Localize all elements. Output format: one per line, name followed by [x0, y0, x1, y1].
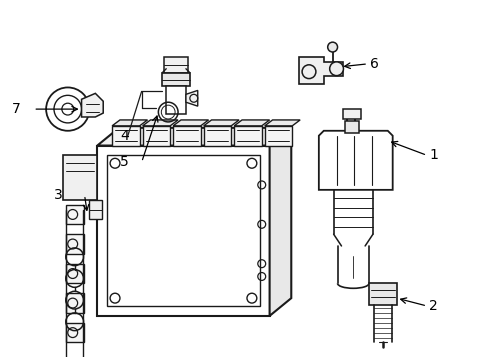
Polygon shape: [98, 128, 291, 145]
Polygon shape: [270, 128, 291, 316]
Polygon shape: [265, 120, 300, 126]
Text: 2: 2: [429, 299, 438, 313]
Text: 6: 6: [370, 57, 379, 71]
Polygon shape: [173, 120, 209, 126]
Polygon shape: [204, 120, 239, 126]
Bar: [164, 57, 188, 73]
Text: 1: 1: [429, 148, 438, 162]
Polygon shape: [143, 120, 178, 126]
Text: 5: 5: [120, 155, 129, 169]
Polygon shape: [66, 293, 83, 313]
Text: 7: 7: [12, 102, 21, 116]
Polygon shape: [112, 126, 140, 145]
Polygon shape: [265, 126, 292, 145]
Bar: [162, 73, 190, 86]
Circle shape: [46, 87, 90, 131]
Text: 4: 4: [120, 129, 129, 143]
Polygon shape: [66, 323, 83, 342]
Circle shape: [328, 42, 338, 52]
Polygon shape: [204, 126, 231, 145]
Polygon shape: [66, 264, 83, 283]
Polygon shape: [63, 156, 98, 200]
Bar: [345, 121, 359, 133]
Polygon shape: [299, 57, 343, 84]
Circle shape: [330, 62, 343, 76]
Polygon shape: [112, 120, 147, 126]
Polygon shape: [173, 126, 201, 145]
Text: 3: 3: [54, 188, 63, 202]
Polygon shape: [66, 234, 83, 254]
Bar: [166, 86, 186, 114]
Polygon shape: [90, 200, 102, 219]
Polygon shape: [234, 120, 270, 126]
Polygon shape: [186, 90, 198, 106]
Bar: [107, 156, 260, 306]
Polygon shape: [234, 126, 262, 145]
Bar: [343, 109, 361, 119]
Polygon shape: [81, 93, 103, 117]
Polygon shape: [66, 204, 83, 224]
Polygon shape: [319, 131, 392, 190]
Polygon shape: [143, 126, 170, 145]
Polygon shape: [98, 145, 270, 316]
Polygon shape: [369, 283, 396, 305]
